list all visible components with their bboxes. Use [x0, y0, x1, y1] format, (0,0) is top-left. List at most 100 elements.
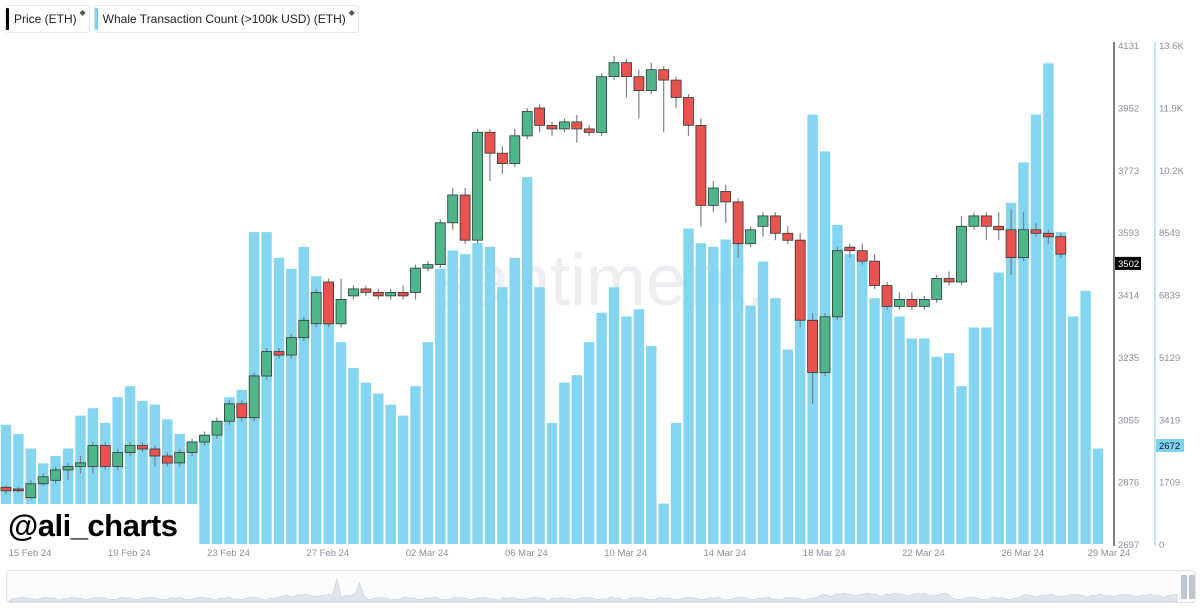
candle-up — [385, 291, 397, 297]
candle-down — [621, 62, 632, 78]
whale-bar — [906, 338, 918, 544]
axes: 4131 3952 3773 3593 3414 3235 3055 2876 2697 13.6… — [1113, 41, 1184, 551]
legend-price[interactable]: Price (ETH) ◆ — [5, 5, 90, 33]
candle-up — [1018, 229, 1029, 259]
candle-up — [509, 135, 521, 165]
whale-bar — [981, 327, 992, 544]
legend-price-swatch — [6, 8, 9, 30]
candle-down — [484, 131, 496, 154]
candle-down — [571, 121, 583, 130]
price-tick: 3055 — [1118, 415, 1139, 426]
candle-up — [62, 465, 74, 471]
candle-down — [794, 239, 806, 321]
candle-up — [472, 131, 483, 241]
x-tick: 10 Mar 24 — [604, 548, 647, 559]
whale-bar — [522, 177, 533, 544]
chart[interactable]: santiment. 41313952377335933414323530552… — [0, 0, 1200, 565]
handle-watermark: @ali_charts — [0, 504, 198, 548]
x-tick: 26 Mar 24 — [1001, 548, 1044, 559]
legend-price-label: Price (ETH) — [14, 12, 77, 26]
whale-bar — [844, 254, 855, 544]
candle-down — [459, 194, 471, 241]
price-tick: 4131 — [1118, 41, 1139, 52]
candle-up — [87, 445, 99, 467]
candle-up — [608, 62, 620, 78]
candle-up — [50, 469, 61, 481]
navigator-area — [8, 578, 1178, 602]
candle-up — [211, 420, 223, 436]
whale-bar — [124, 386, 136, 544]
candle-down — [856, 250, 868, 262]
x-tick: 06 Mar 24 — [505, 548, 548, 559]
whale-bar — [149, 404, 161, 544]
candle-down — [12, 488, 24, 492]
candle-down — [993, 225, 1005, 231]
candle-down — [161, 455, 173, 464]
candle-up — [335, 298, 347, 325]
legend-whale-swatch — [94, 8, 98, 30]
candle-up — [410, 267, 421, 293]
candle-down — [670, 79, 682, 98]
navigator-handle-left[interactable] — [1181, 575, 1187, 599]
candle-up — [310, 291, 322, 325]
candle-up — [248, 375, 260, 419]
navigator-handle-right[interactable] — [1189, 575, 1195, 599]
price-tick: 3414 — [1118, 291, 1139, 302]
current-price-badge-bg — [1115, 256, 1141, 270]
whale-bar — [261, 232, 272, 544]
candle-up — [223, 403, 235, 422]
candle-down — [695, 125, 707, 206]
candle-down — [496, 152, 508, 164]
whale-tick: 1709 — [1159, 478, 1180, 489]
whale-tick: 6839 — [1159, 291, 1180, 302]
range-navigator[interactable] — [6, 570, 1196, 603]
candle-down — [807, 319, 818, 373]
legend-whale[interactable]: Whale Transaction Count (>100k USD) (ETH… — [93, 5, 359, 33]
price-tick: 2876 — [1118, 478, 1139, 489]
whale-bar — [621, 316, 632, 544]
price-tick: 3773 — [1118, 166, 1139, 177]
whale-bar — [670, 422, 682, 544]
legend: Price (ETH) ◆ Whale Transaction Count (>… — [5, 5, 359, 33]
x-tick: 15 Feb 24 — [9, 548, 52, 559]
whale-bar — [75, 415, 86, 544]
candle-down — [99, 445, 111, 467]
candle-up — [186, 441, 198, 453]
candle-up — [348, 288, 359, 297]
candle-up — [956, 225, 967, 283]
candle-up — [75, 462, 86, 467]
whale-bar — [720, 239, 731, 544]
whale-bar — [273, 257, 285, 544]
candle-down — [583, 128, 595, 133]
candle-up — [422, 264, 434, 269]
candle-up — [261, 351, 273, 377]
whale-bar — [881, 290, 893, 544]
x-tick: 29 Mar 24 — [1088, 548, 1131, 559]
whale-bar — [298, 246, 309, 545]
whale-bar — [633, 309, 645, 544]
price-tick: 3593 — [1118, 228, 1139, 239]
whale-bar — [286, 268, 297, 544]
whale-bar — [993, 272, 1004, 544]
candle-down — [137, 445, 148, 450]
whale-bar — [397, 415, 409, 544]
price-candles — [0, 55, 1067, 500]
whale-bar — [919, 338, 930, 544]
whale-bar — [1018, 162, 1029, 544]
whale-bar — [472, 243, 483, 544]
candle-up — [199, 434, 210, 443]
candle-down — [149, 448, 161, 457]
whale-bar — [795, 239, 806, 544]
whale-bar — [745, 305, 756, 544]
x-tick: 14 Mar 24 — [704, 548, 747, 559]
x-tick: 23 Feb 24 — [207, 548, 250, 559]
whale-bar — [162, 419, 173, 545]
whale-bar — [137, 400, 148, 544]
whale-bar — [348, 367, 359, 544]
whale-bar — [683, 228, 694, 544]
price-tick: 3235 — [1118, 353, 1139, 364]
whale-bar — [497, 287, 508, 544]
whale-bar — [608, 287, 620, 544]
x-tick: 19 Feb 24 — [108, 548, 151, 559]
candle-down — [1043, 232, 1054, 238]
